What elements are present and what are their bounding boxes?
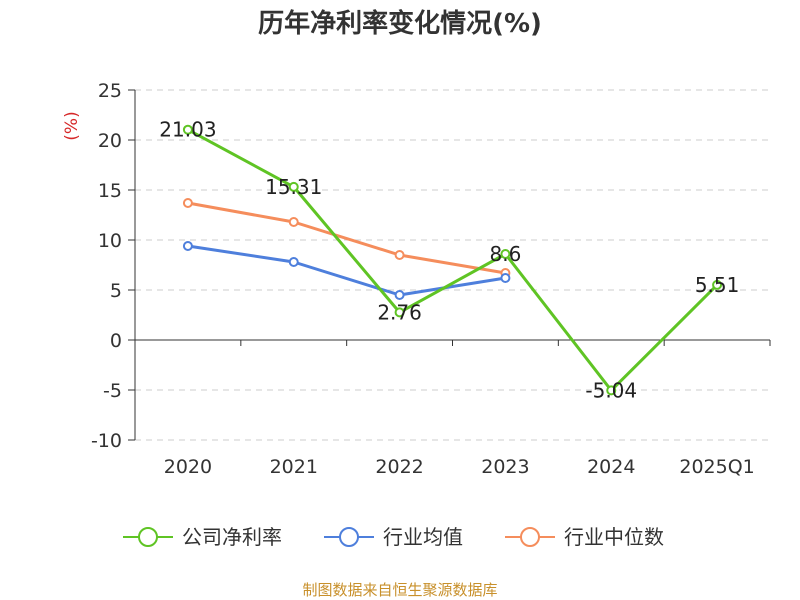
series-line-0 [187,128,719,392]
series-point-1 [182,241,193,251]
y-tick-label: -10 [91,430,122,452]
x-tick-label: 2024 [587,456,635,478]
legend-swatch-marker [138,527,158,547]
series-point-1 [288,257,299,267]
legend-item-2[interactable]: 行业中位数 [505,525,664,549]
chart-title: 历年净利率变化情况(%) [258,8,542,39]
x-tick-label: 2021 [270,456,318,478]
series-point-0 [712,279,723,290]
series-point-0 [182,124,193,135]
legend-label: 行业中位数 [564,525,664,549]
series-point-0 [606,385,617,396]
y-tick-label: 0 [110,330,122,352]
legend-label: 行业均值 [383,525,463,549]
y-tick-label: -5 [103,380,122,402]
grid-lines [135,89,770,441]
series-point-2 [288,217,299,227]
series-point-2 [394,250,405,260]
series-layer [182,124,723,396]
data-label: 5.51 [695,273,740,297]
y-tick-label: 20 [98,130,122,152]
data-label: 21.03 [159,118,216,142]
y-tick-label: 15 [98,180,122,202]
y-tick-label: 5 [110,280,122,302]
legend-swatch-marker [520,527,540,547]
x-tick-label: 2025Q1 [679,456,754,478]
source-note: 制图数据来自恒生聚源数据库 [302,581,497,599]
series-point-1 [500,273,511,283]
legend-swatch-marker [339,527,359,547]
data-label: -5.04 [585,378,637,402]
y-tick-label: 25 [98,80,122,102]
x-tick-label: 2022 [375,456,423,478]
series-line-2 [187,201,506,275]
data-labels: 21.03 15.31 2.76 8.6 -5.04 5.51 [159,118,739,403]
axes: -10 -5 0 5 10 15 20 25 2020 2021 2022 2023 2024 2025Q… [91,80,771,478]
data-label: 8.6 [490,242,522,266]
series-point-1 [394,290,405,300]
series-line-1 [187,244,506,297]
legend-item-0[interactable]: 公司净利率 [123,525,282,549]
series-point-0 [500,249,511,259]
series-point-0 [394,307,405,318]
legend-label: 公司净利率 [182,525,282,549]
y-tick-label: 10 [98,230,122,252]
data-label: 15.31 [265,175,322,199]
series-point-2 [182,198,193,208]
legend-item-1[interactable]: 行业均值 [324,525,463,549]
legend[interactable]: 公司净利率 行业均值 行业中位数 [123,525,664,549]
y-axis-label: (%) [62,111,82,140]
x-tick-label: 2023 [481,456,529,478]
data-label: 2.76 [377,300,422,324]
series-point-0 [288,181,299,192]
x-tick-label: 2020 [164,456,212,478]
